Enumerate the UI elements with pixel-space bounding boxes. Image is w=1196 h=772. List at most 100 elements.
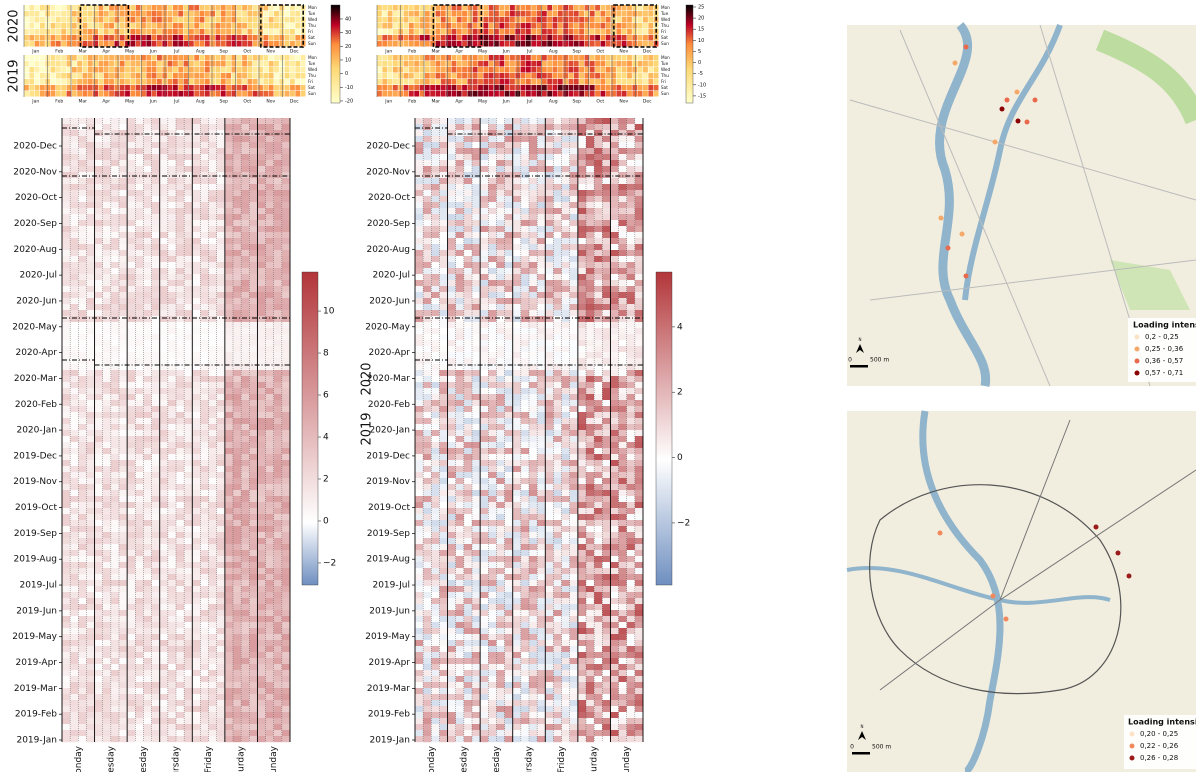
heatmap-cell — [594, 148, 603, 155]
calendar-cell — [387, 17, 393, 23]
calendar-cell — [236, 5, 242, 11]
calendar-cell — [430, 55, 436, 61]
heatmap-cell — [480, 148, 489, 155]
heatmap-cell — [110, 568, 119, 575]
calendar-cell — [446, 35, 451, 41]
heatmap-cell — [265, 202, 274, 209]
calendar-cell — [215, 11, 221, 17]
calendar-cell — [295, 29, 301, 35]
heatmap-cell — [86, 556, 95, 563]
heatmap-cell — [159, 202, 168, 209]
heatmap-cell — [70, 532, 79, 539]
heatmap-cell — [249, 244, 258, 251]
calendar-cell — [472, 67, 478, 73]
heatmap-cell — [241, 250, 250, 257]
calendar-cell — [151, 17, 157, 23]
heatmap-cell — [273, 454, 282, 461]
heatmap-cell — [192, 238, 201, 245]
heatmap-cell — [594, 154, 603, 161]
heatmap-cell — [265, 592, 274, 599]
calendar-cell — [472, 73, 478, 79]
heatmap-cell — [184, 622, 193, 629]
heatmap-cell — [257, 628, 266, 635]
y-tick-label: 2020-Dec — [13, 142, 57, 152]
heatmap-cell — [265, 724, 274, 731]
calendar-cell — [210, 5, 216, 11]
heatmap-cell — [151, 136, 160, 143]
calendar-cell — [637, 41, 643, 47]
heatmap-cell — [233, 448, 242, 455]
heatmap-cell — [159, 580, 168, 587]
heatmap-cell — [224, 538, 233, 545]
heatmap-cell — [135, 496, 144, 503]
heatmap-cell — [208, 178, 217, 185]
heatmap-cell — [553, 184, 562, 191]
heatmap-cell — [241, 634, 250, 641]
heatmap-cell — [143, 682, 152, 689]
heatmap-cell — [127, 400, 136, 407]
calendar-cell — [242, 73, 247, 79]
calendar-cell — [440, 17, 446, 23]
heatmap-cell — [159, 724, 168, 731]
heatmap-cell — [102, 544, 111, 551]
heatmap-cell — [78, 220, 87, 227]
heatmap-cell — [184, 262, 193, 269]
heatmap-cell — [233, 394, 242, 401]
heatmap-cell — [102, 418, 111, 425]
heatmap-cell — [78, 724, 87, 731]
heatmap-cell — [70, 694, 79, 701]
heatmap-cell — [127, 472, 136, 479]
heatmap-cell — [529, 154, 538, 161]
calendar-cell — [151, 73, 157, 79]
heatmap-cell — [70, 652, 79, 659]
heatmap-cell — [86, 544, 95, 551]
calendar-cell — [141, 55, 146, 61]
calendar-cell — [377, 55, 382, 61]
heatmap-cell — [119, 196, 128, 203]
calendar-cell — [268, 91, 274, 97]
heatmap-cell — [78, 214, 87, 221]
heatmap-cell — [224, 736, 233, 743]
heatmap-cell — [241, 526, 250, 533]
calendar-cell — [573, 41, 579, 47]
heatmap-cell — [151, 292, 160, 299]
heatmap-cell — [224, 214, 233, 221]
heatmap-cell — [265, 256, 274, 263]
heatmap-cell — [184, 508, 193, 515]
heatmap-cell — [273, 328, 282, 335]
heatmap-cell — [176, 262, 185, 269]
calendar-cell — [183, 23, 189, 29]
heatmap-cell — [200, 454, 209, 461]
calendar-cell — [77, 79, 83, 85]
heatmap-cell — [110, 148, 119, 155]
heatmap-cell — [281, 658, 290, 665]
heatmap-cell — [102, 196, 111, 203]
heatmap-cell — [224, 286, 233, 293]
calendar-cell — [446, 61, 451, 67]
calendar-cell — [226, 79, 232, 85]
heatmap-cell — [208, 400, 217, 407]
heatmap-cell — [62, 364, 71, 371]
heatmap-cell — [119, 184, 128, 191]
heatmap-cell — [184, 658, 193, 665]
calendar-cell — [71, 73, 77, 79]
calendar-cell — [125, 85, 130, 91]
heatmap-cell — [159, 532, 168, 539]
heatmap-cell — [281, 640, 290, 647]
heatmap-cell — [281, 118, 290, 125]
calendar-cell — [589, 17, 595, 23]
heatmap-cell — [143, 394, 152, 401]
calendar-cell — [488, 35, 494, 41]
heatmap-cell — [70, 238, 79, 245]
heatmap-cell — [224, 400, 233, 407]
heatmap-cell — [200, 184, 209, 191]
heatmap-cell — [94, 130, 103, 137]
heatmap-cell — [86, 604, 95, 611]
heatmap-cell — [127, 328, 136, 335]
heatmap-cell — [127, 274, 136, 281]
calendar-cell — [579, 35, 585, 41]
heatmap-cell — [62, 718, 71, 725]
calendar-cell — [231, 41, 237, 47]
heatmap-cell — [78, 706, 87, 713]
heatmap-cell — [281, 226, 290, 233]
